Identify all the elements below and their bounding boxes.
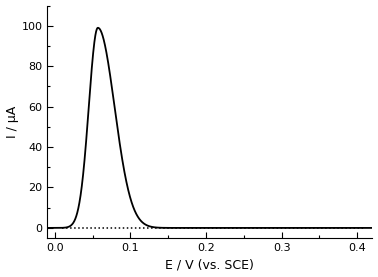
X-axis label: E / V (vs. SCE): E / V (vs. SCE) xyxy=(166,258,254,271)
Y-axis label: I / μA: I / μA xyxy=(6,106,19,138)
